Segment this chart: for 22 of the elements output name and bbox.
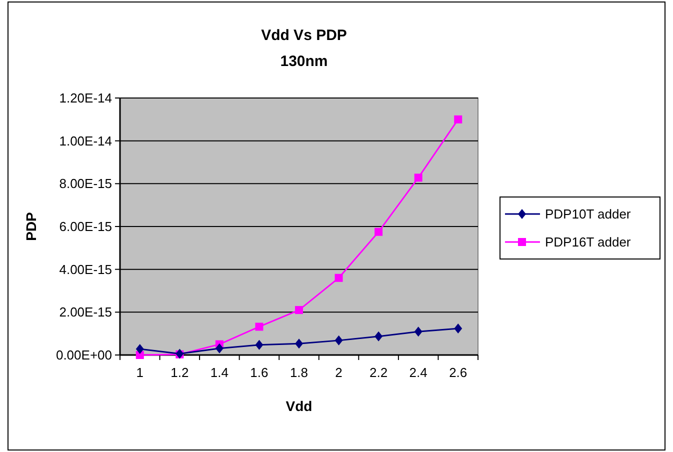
y-tick-label: 1.00E-14 (59, 133, 112, 148)
x-tick-label: 1.2 (170, 365, 189, 380)
legend-label: PDP16T adder (545, 234, 632, 250)
y-tick-label: 2.00E-15 (59, 304, 112, 320)
x-tick-label: 1.4 (210, 365, 228, 380)
y-tick-label: 8.00E-15 (59, 176, 112, 192)
x-tick-label: 2.6 (449, 365, 468, 380)
chart-subtitle: 130nm (280, 53, 328, 70)
chart-title: Vdd Vs PDP (261, 27, 347, 44)
x-tick-label: 2 (335, 365, 342, 380)
x-tick-label: 2.4 (409, 365, 428, 380)
x-tick-label: 1.8 (290, 365, 308, 380)
x-tick-label: 1.6 (250, 365, 268, 380)
y-axis-title: PDP (23, 212, 39, 241)
x-tick-label: 2.2 (370, 365, 388, 380)
y-tick-label: 1.20E-14 (59, 90, 112, 106)
legend-label: PDP10T adder (545, 206, 632, 222)
x-axis-title: Vdd (286, 398, 312, 414)
y-tick-label: 0.00E+00 (56, 348, 112, 363)
y-tick-label: 4.00E-15 (59, 262, 112, 277)
y-tick-label: 6.00E-15 (59, 219, 112, 234)
x-tick-label: 1 (136, 365, 144, 380)
